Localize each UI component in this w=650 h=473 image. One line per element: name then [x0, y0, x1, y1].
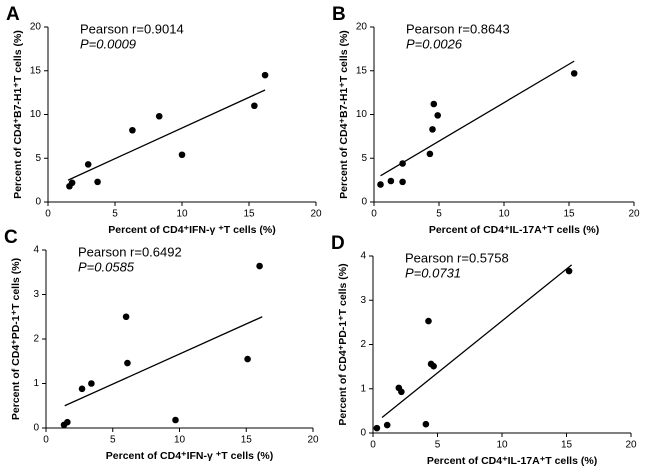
y-tick-label: 5 — [35, 153, 41, 164]
x-tick-label: 20 — [307, 435, 319, 446]
x-axis-label: Percent of CD4⁺IFN-γ ⁺T cells (%) — [108, 224, 275, 236]
point — [430, 362, 437, 370]
y-axis-label: Percent of CD4⁺PD-1⁺T cells (%) — [10, 258, 22, 420]
annotation: P=0.0026 — [406, 36, 463, 51]
point — [68, 179, 76, 187]
x-tick-label: 10 — [174, 435, 186, 446]
fit-line — [67, 89, 266, 181]
point — [94, 178, 101, 186]
point — [383, 421, 391, 429]
annotation: P=0.0731 — [405, 265, 461, 280]
x-tick-label: 10 — [498, 209, 510, 220]
y-tick-label: 15 — [356, 65, 368, 76]
point — [172, 416, 179, 424]
annotation: Pearson r=0.9014 — [80, 21, 184, 36]
y-tick-label: 0 — [33, 423, 39, 434]
point — [251, 102, 258, 110]
point — [122, 313, 130, 321]
x-tick-label: 15 — [243, 209, 255, 220]
point — [399, 160, 406, 167]
x-tick-label: 10 — [496, 440, 508, 451]
point — [430, 100, 438, 108]
y-tick-label: 3 — [360, 295, 366, 306]
fit-line — [381, 264, 573, 419]
y-tick-label: 0 — [360, 428, 366, 439]
y-tick-label: 15 — [30, 65, 42, 76]
point — [387, 177, 395, 185]
point — [570, 70, 578, 77]
point — [429, 126, 436, 133]
point — [88, 380, 95, 387]
x-tick-label: 5 — [112, 209, 118, 220]
y-tick-label: 4 — [33, 245, 39, 256]
y-tick-label: 0 — [361, 197, 367, 208]
x-axis-label: Percent of CD4⁺IFN-γ ⁺T cells (%) — [106, 450, 273, 462]
point — [155, 112, 163, 120]
point — [256, 262, 263, 270]
point — [434, 112, 442, 119]
point — [261, 71, 269, 79]
point — [398, 388, 405, 396]
y-tick-label: 3 — [33, 289, 39, 300]
x-tick-label: 5 — [110, 435, 116, 446]
x-tick-label: 15 — [563, 209, 575, 220]
y-tick-label: 1 — [33, 378, 39, 389]
point — [84, 161, 92, 168]
y-axis-label: Percent of CD4⁺B7-H1⁺T cells (%) — [12, 30, 24, 199]
point — [178, 151, 186, 159]
point — [129, 126, 136, 134]
point — [377, 181, 384, 188]
point — [426, 150, 434, 158]
x-tick-label: 20 — [625, 440, 637, 451]
y-tick-label: 0 — [35, 197, 41, 208]
x-tick-label: 15 — [241, 435, 253, 446]
x-tick-label: 0 — [45, 209, 51, 220]
point — [565, 267, 573, 275]
y-tick-label: 20 — [356, 22, 368, 33]
x-tick-label: 20 — [628, 209, 640, 220]
y-tick-label: 20 — [30, 22, 42, 33]
point — [422, 420, 430, 428]
x-tick-label: 0 — [370, 440, 376, 451]
point — [244, 355, 251, 363]
y-tick-label: 10 — [356, 109, 368, 120]
fit-line — [380, 60, 575, 177]
panel-letter: B — [332, 4, 346, 25]
annotation: P=0.0585 — [78, 259, 135, 274]
y-tick-label: 2 — [33, 334, 39, 345]
point — [399, 178, 406, 186]
point — [373, 424, 381, 432]
panel-letter: C — [4, 227, 18, 248]
point — [78, 385, 86, 393]
x-tick-label: 15 — [561, 440, 573, 451]
annotation: Pearson r=0.5758 — [405, 250, 509, 265]
x-tick-label: 10 — [176, 209, 188, 220]
y-axis-label: Percent of CD4⁺B7-H1⁺T cells (%) — [338, 30, 350, 199]
point — [425, 317, 432, 325]
annotation: Pearson r=0.6492 — [78, 244, 182, 259]
annotation: Pearson r=0.8643 — [406, 21, 510, 36]
y-axis-label: Percent of CD4⁺PD-1⁺T cells (%) — [337, 263, 349, 425]
x-axis-label: Percent of CD4⁺IL-17A⁺T cells (%) — [429, 224, 599, 236]
fit-line — [64, 316, 263, 407]
point — [64, 418, 71, 426]
y-tick-label: 5 — [361, 153, 367, 164]
panel-letter: D — [331, 233, 345, 254]
x-tick-label: 5 — [435, 440, 441, 451]
x-tick-label: 5 — [436, 209, 442, 220]
annotation: P=0.0009 — [80, 36, 136, 51]
x-tick-label: 0 — [371, 209, 377, 220]
panel-letter: A — [6, 4, 20, 25]
y-tick-label: 4 — [360, 251, 366, 262]
x-tick-label: 20 — [310, 209, 322, 220]
y-tick-label: 2 — [360, 339, 366, 350]
y-tick-label: 1 — [360, 383, 366, 394]
x-axis-label: Percent of CD4⁺IL-17A⁺T cells (%) — [427, 455, 597, 467]
point — [124, 359, 131, 367]
x-tick-label: 0 — [43, 435, 49, 446]
y-tick-label: 10 — [30, 109, 42, 120]
